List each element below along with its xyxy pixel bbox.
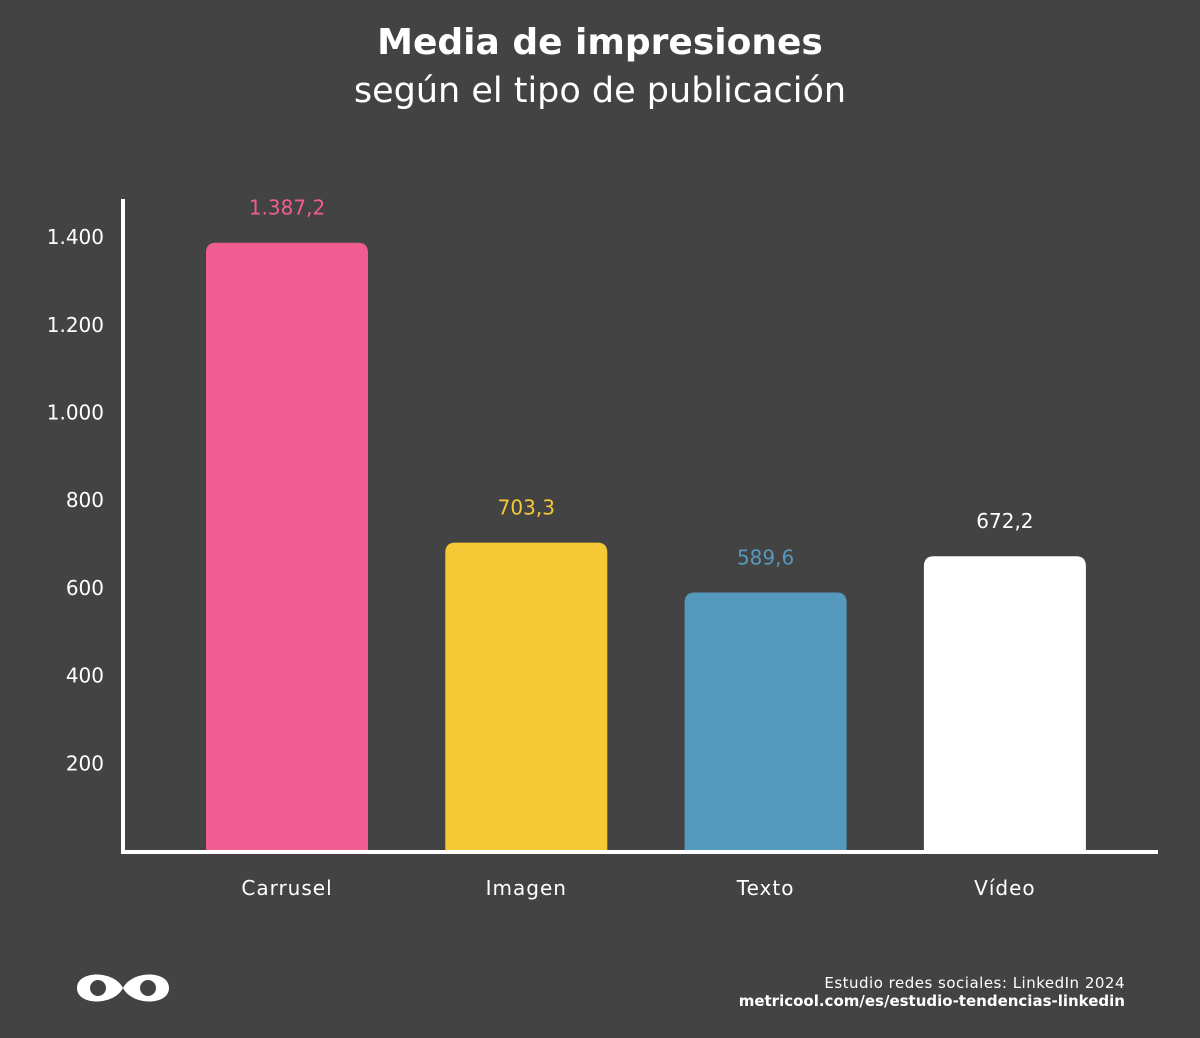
y-tick-label: 200 bbox=[66, 751, 104, 775]
y-tick-label: 1.400 bbox=[47, 225, 104, 249]
value-label: 703,3 bbox=[498, 496, 555, 520]
value-label: 589,6 bbox=[737, 545, 794, 569]
y-axis-ticks: 200 400 600 800 1.000 1.200 1.400 bbox=[47, 225, 104, 775]
category-labels: Carrusel Imagen Texto Vídeo bbox=[241, 876, 1035, 900]
y-tick-label: 1.200 bbox=[47, 313, 104, 337]
bars bbox=[206, 242, 1086, 852]
y-tick-label: 600 bbox=[66, 576, 104, 600]
category-label: Carrusel bbox=[241, 876, 332, 900]
bar-chart: 200 400 600 800 1.000 1.200 1.400 1.387,2 703,3… bbox=[47, 196, 1158, 900]
source-url[interactable]: metricool.com/es/estudio-tendencias-link… bbox=[738, 992, 1125, 1010]
bar-texto bbox=[684, 592, 847, 851]
category-label: Vídeo bbox=[974, 876, 1035, 900]
y-tick-label: 1.000 bbox=[47, 401, 104, 425]
y-tick-label: 400 bbox=[66, 664, 104, 688]
y-tick-label: 800 bbox=[66, 488, 104, 512]
bar-imagen bbox=[445, 542, 608, 851]
category-label: Imagen bbox=[486, 876, 567, 900]
chart-title: Media de impresiones bbox=[377, 22, 823, 63]
bar-carrusel bbox=[206, 242, 368, 852]
value-labels: 1.387,2 703,3 589,6 672,2 bbox=[249, 196, 1034, 570]
source-line: Estudio redes sociales: LinkedIn 2024 bbox=[824, 974, 1125, 992]
value-label: 672,2 bbox=[976, 509, 1033, 533]
chart-subtitle: según el tipo de publicación bbox=[353, 71, 847, 111]
bar-vídeo bbox=[923, 556, 1086, 851]
metricool-logo-icon bbox=[74, 966, 172, 1014]
value-label: 1.387,2 bbox=[249, 196, 325, 220]
category-label: Texto bbox=[736, 876, 795, 900]
